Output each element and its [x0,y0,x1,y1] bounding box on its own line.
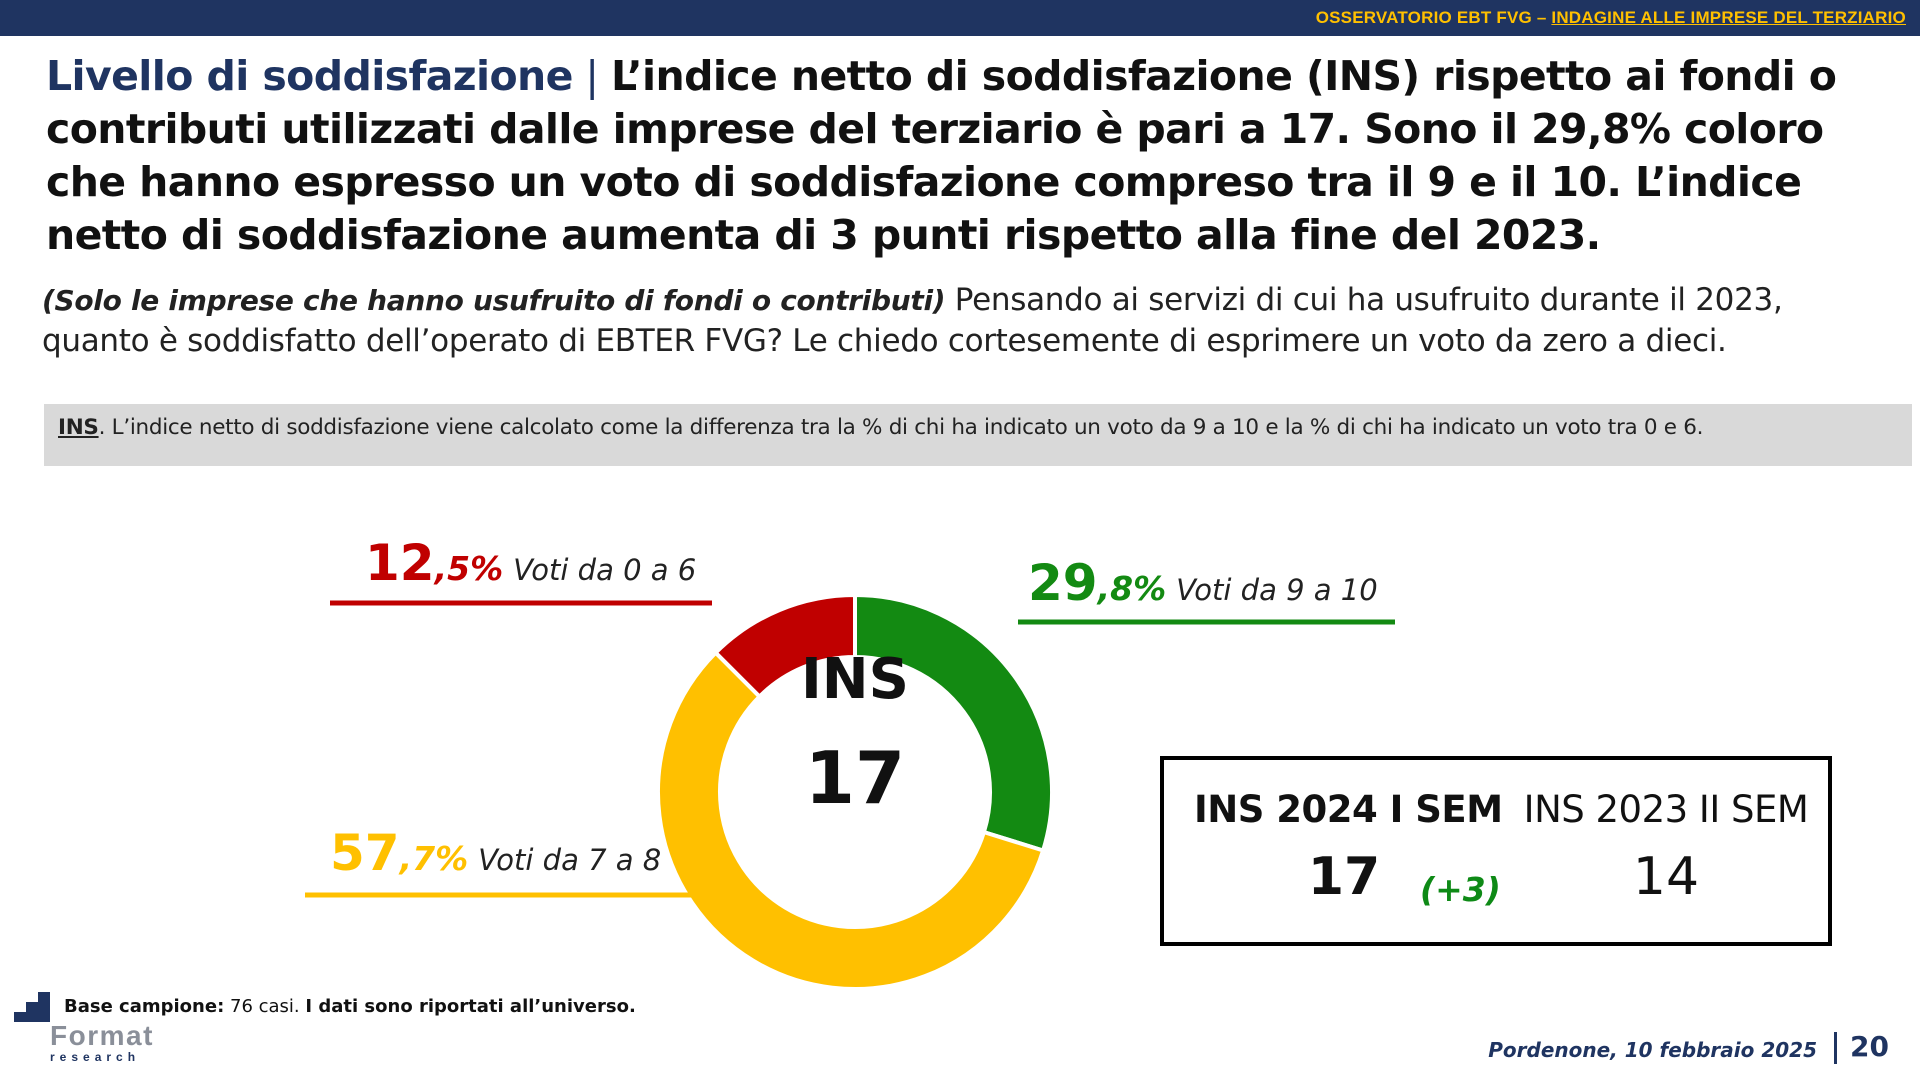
headline-separator: | [572,52,611,100]
kpi-current-label: INS 2024 I SEM [1194,788,1503,831]
callout-label-votes-9-10: Voti da 9 a 10 [1176,573,1378,607]
kpi-delta: (+3) [1420,870,1501,909]
report-header: OSSERVATORIO EBT FVG – INDAGINE ALLE IMP… [1316,8,1906,28]
top-banner: OSSERVATORIO EBT FVG – INDAGINE ALLE IMP… [0,0,1920,36]
callout-value-int-votes-0-6: 12 [365,534,435,592]
header-survey-title: INDAGINE ALLE IMPRESE DEL TERZIARIO [1551,8,1906,27]
footer-date: Pordenone, 10 febbraio 2025 [1488,1038,1817,1062]
headline-text: L’indice netto di soddisfazione (INS) ri… [46,52,1837,259]
kpi-current: INS 2024 I SEM 17 [1194,788,1503,907]
definition-note: INS. L’indice netto di soddisfazione vie… [44,404,1912,466]
logo-steps-icon [14,992,50,1022]
callout-label-votes-7-8: Voti da 7 a 8 [478,843,661,877]
kpi-previous-value: 14 [1632,847,1700,907]
donut-slice-votes-0-6 [712,592,857,700]
callout-label-votes-0-6: Voti da 0 a 6 [513,553,696,587]
donut-center-value: 17 [805,736,905,820]
callout-value-dec-votes-0-6: ,5% [433,549,504,588]
callout-value-dec-votes-9-10: ,8% [1096,569,1167,608]
callout-value-int-votes-9-10: 29 [1028,554,1098,612]
callout-votes-9-10: 29,8% Voti da 9 a 10 [1028,554,1378,612]
page-number: 20 [1850,1030,1889,1063]
callout-value-dec-votes-7-8: ,7% [398,839,469,878]
question-qualifier: (Solo le imprese che hanno usufruito di … [42,284,946,317]
logo-subtitle: research [50,1050,141,1064]
donut-center-label: INS [801,647,909,712]
callout-votes-0-6: 12,5% Voti da 0 a 6 [365,534,696,592]
slide-headline: Livello di soddisfazione | L’indice nett… [46,50,1876,262]
survey-question: (Solo le imprese che hanno usufruito di … [42,280,1822,361]
ins-comparison-box: INS 2024 I SEM 17 (+3) INS 2023 II SEM 1… [1160,756,1832,946]
kpi-previous: INS 2023 II SEM 14 [1516,788,1816,907]
sample-base-note: Base campione: 76 casi. I dati sono ripo… [64,996,636,1017]
note-term: INS [58,415,99,440]
note-text: . L’indice netto di soddisfazione viene … [98,415,1704,440]
headline-lead: Livello di soddisfazione [46,52,573,100]
header-prefix: OSSERVATORIO EBT FVG – [1315,8,1552,27]
base-label: Base campione: [64,996,225,1017]
base-universe-note: I dati sono riportati all’universo. [305,996,636,1017]
logo-word: Format [50,1020,154,1051]
donut-slice-votes-7-8 [656,649,1046,991]
callout-value-int-votes-7-8: 57 [330,824,400,882]
format-research-logo: Format research [14,990,184,1064]
callout-votes-7-8: 57,7% Voti da 7 a 8 [330,824,661,882]
question-text: Pensando ai servizi di cui ha usufruito … [42,282,1783,359]
kpi-previous-label: INS 2023 II SEM [1523,788,1809,831]
kpi-current-value: 17 [1307,847,1381,907]
donut-slice-votes-9-10 [853,592,1054,854]
base-cases: 76 casi. [224,996,306,1017]
footer-divider [1834,1032,1837,1064]
